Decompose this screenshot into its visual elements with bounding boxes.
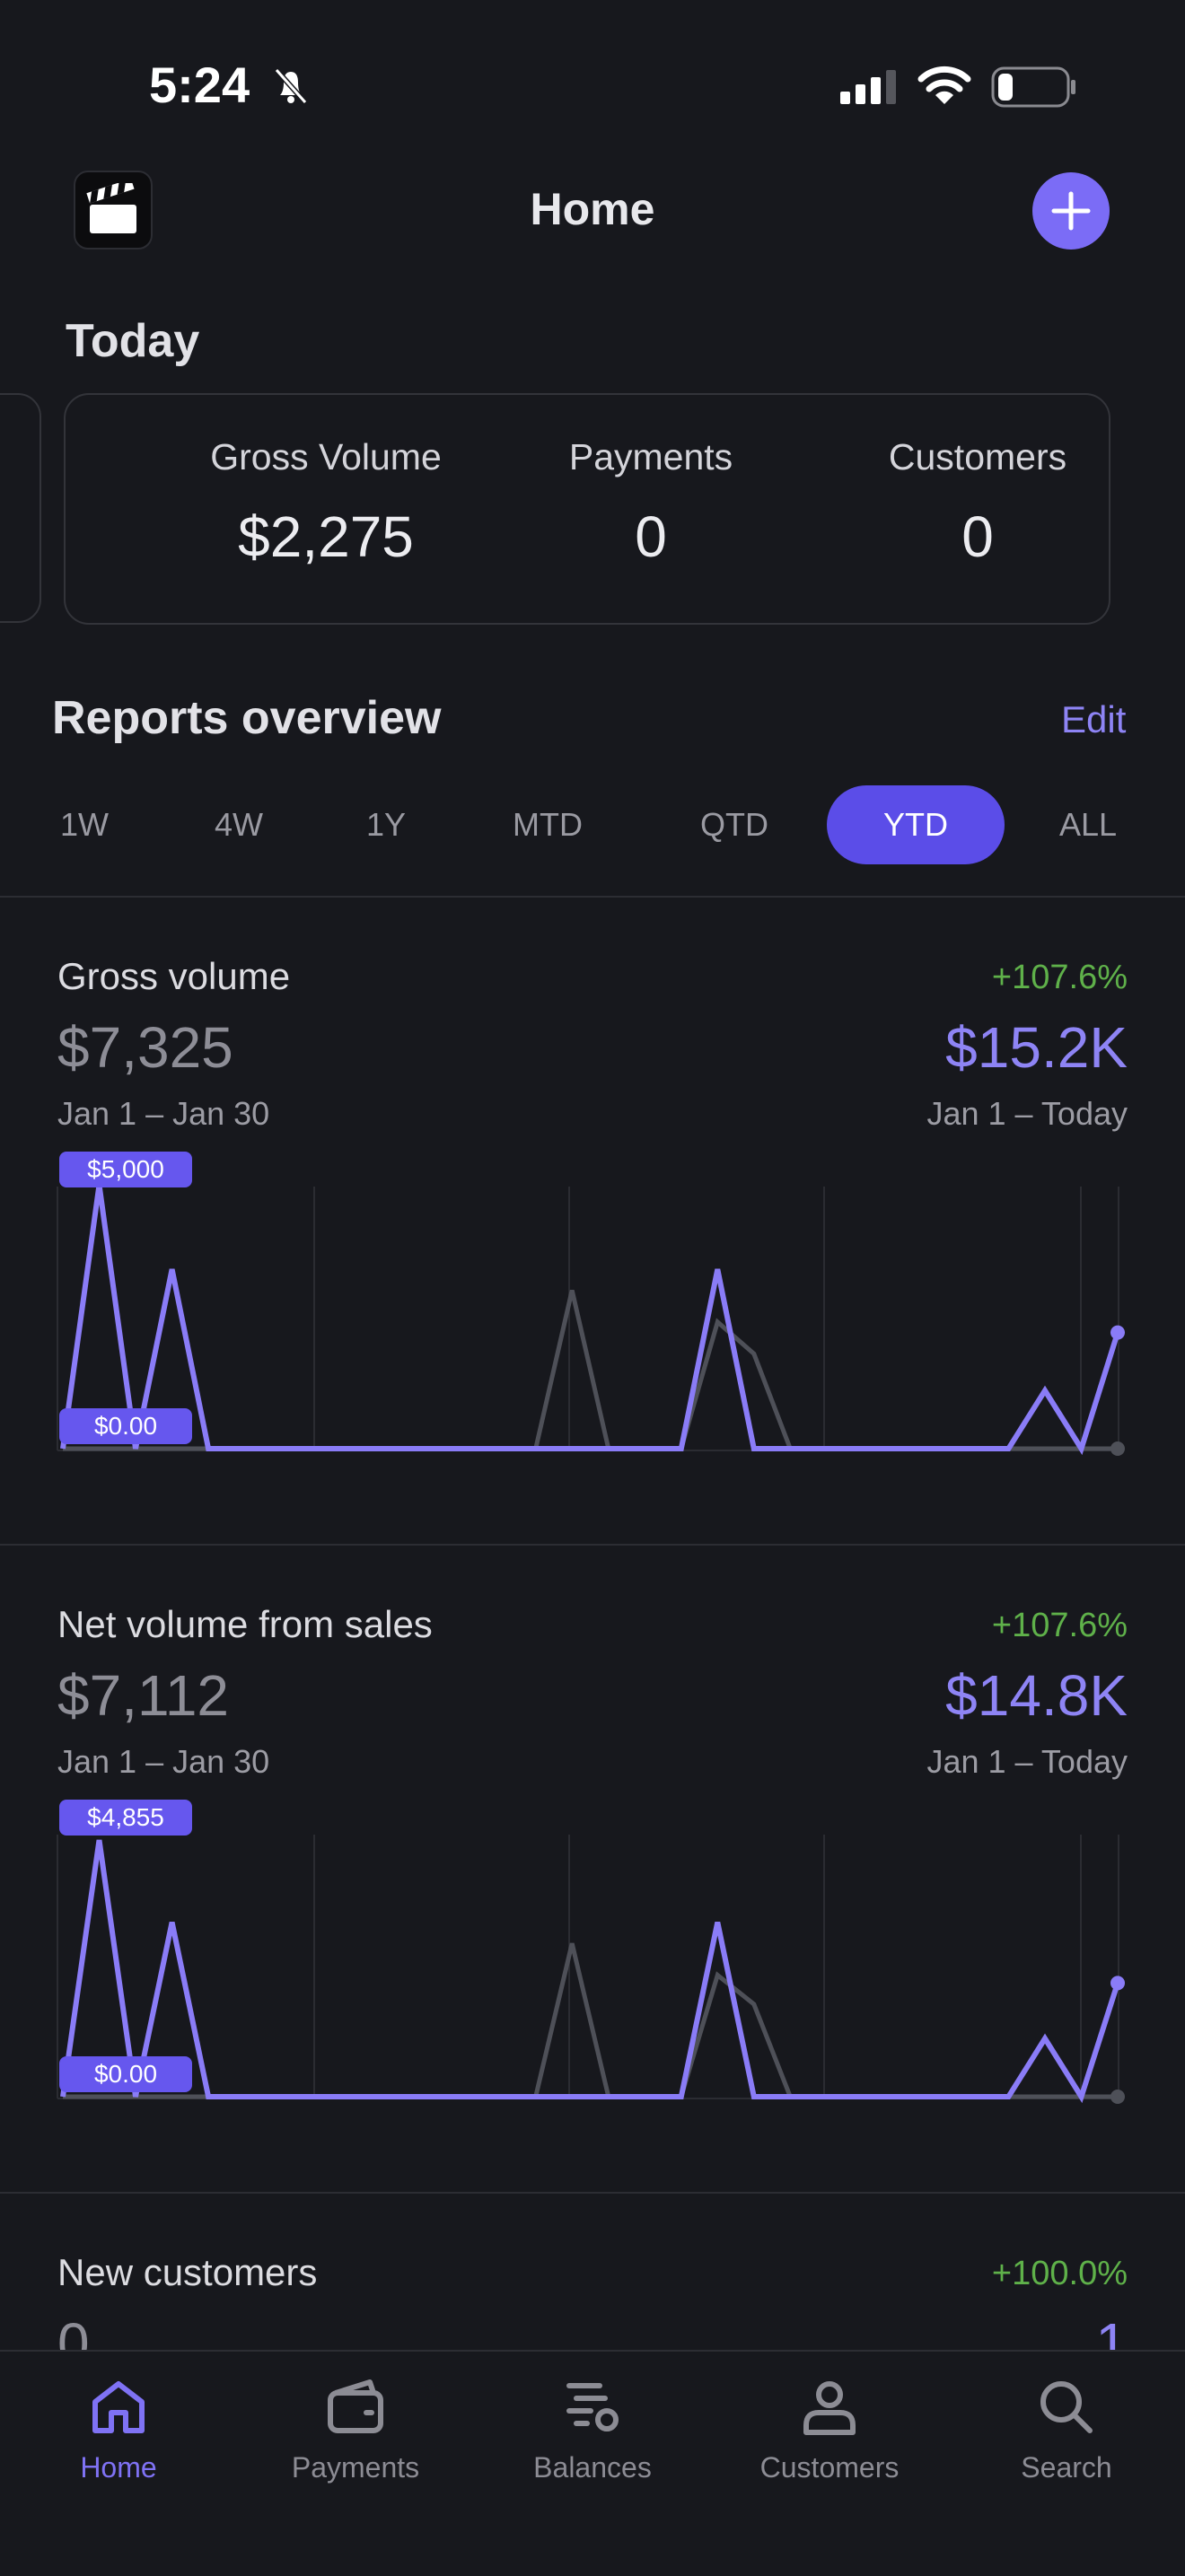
net-volume-current-value: $14.8K: [945, 1663, 1128, 1728]
clapperboard-icon: [86, 183, 136, 233]
gross-volume-chart[interactable]: [0, 1149, 1185, 1472]
new-customers-title: New customers: [57, 2251, 318, 2293]
search-icon: [1040, 2381, 1093, 2433]
previous-card-edge[interactable]: [0, 393, 41, 623]
stat-value: $2,275: [238, 504, 414, 569]
period-1w[interactable]: 1W: [60, 806, 109, 843]
gross-volume-previous-value: $7,325: [57, 1015, 233, 1080]
max-value-tag: $5,000: [59, 1152, 192, 1187]
tab-label: Balances: [533, 2451, 652, 2484]
net-volume-previous-value: $7,112: [57, 1663, 229, 1728]
min-value-tag: $0.00: [59, 2056, 192, 2092]
min-value-tag: $0.00: [59, 1408, 192, 1444]
tab-label: Home: [80, 2451, 157, 2484]
tab-home[interactable]: Home: [0, 2352, 237, 2484]
signal-icon: [840, 70, 896, 104]
today-heading: Today: [66, 315, 200, 367]
plus-icon: [1051, 191, 1091, 231]
previous-period-line: [63, 1290, 1118, 1451]
gross-volume-current-value: $15.2K: [945, 1015, 1128, 1080]
tab-label: Customers: [759, 2451, 900, 2484]
tab-customers[interactable]: Customers: [711, 2352, 948, 2484]
wifi-icon: [917, 66, 971, 104]
period-all[interactable]: ALL: [1058, 806, 1118, 843]
current-end-point: [1110, 1976, 1125, 1991]
divider: [0, 2192, 1185, 2194]
previous-end-point: [1110, 2090, 1125, 2104]
divider: [0, 896, 1185, 898]
tab-bar: Home Payments Balances Customers Sea: [0, 2350, 1185, 2576]
gross-volume-stat: Gross Volume $2,275: [155, 395, 496, 570]
gross-volume-previous-range: Jan 1 – Jan 30: [57, 1095, 270, 1132]
tab-balances[interactable]: Balances: [474, 2352, 711, 2484]
net-volume-change: +107.6%: [991, 1607, 1128, 1644]
add-button[interactable]: [1032, 172, 1110, 250]
gross-volume-change: +107.6%: [991, 959, 1128, 996]
tab-label: Payments: [291, 2451, 420, 2484]
page-title: Home: [530, 184, 655, 234]
stat-value: 0: [635, 504, 667, 569]
gross-volume-current-range: Jan 1 – Today: [926, 1095, 1128, 1132]
current-end-point: [1110, 1325, 1125, 1340]
balances-icon: [566, 2383, 619, 2431]
tab-label: Search: [1021, 2451, 1112, 2484]
payments-stat: Payments 0: [480, 395, 821, 570]
divider: [0, 1544, 1185, 1546]
net-volume-title: Net volume from sales: [57, 1603, 433, 1645]
gross-volume-title: Gross volume: [57, 955, 291, 997]
edit-button[interactable]: Edit: [1061, 698, 1127, 740]
new-customers-change: +100.0%: [991, 2255, 1128, 2292]
previous-period-line: [63, 1942, 1118, 2099]
current-period-line: [60, 1184, 1120, 1456]
tab-payments[interactable]: Payments: [237, 2352, 474, 2484]
home-icon: [92, 2381, 145, 2433]
stat-label: Payments: [568, 436, 733, 478]
customers-stat: Customers 0: [807, 395, 1148, 570]
period-4w[interactable]: 4W: [215, 806, 263, 843]
net-volume-current-range: Jan 1 – Today: [926, 1743, 1128, 1780]
previous-end-point: [1110, 1441, 1125, 1456]
stat-label: Gross Volume: [210, 436, 442, 478]
period-1y[interactable]: 1Y: [365, 806, 407, 843]
max-value-tag: $4,855: [59, 1800, 192, 1836]
period-qtd[interactable]: QTD: [700, 806, 768, 843]
wallet-icon: [328, 2379, 383, 2433]
net-volume-previous-range: Jan 1 – Jan 30: [57, 1743, 270, 1780]
reports-overview-heading: Reports overview: [52, 692, 442, 744]
current-period-line: [60, 1839, 1120, 2104]
bell-slash-icon: [274, 68, 308, 104]
app-icon[interactable]: [74, 171, 153, 250]
tab-search[interactable]: Search: [948, 2352, 1185, 2484]
today-stats-card[interactable]: Gross Volume $2,275 Payments 0 Customers…: [64, 393, 1110, 625]
stat-value: 0: [961, 504, 994, 569]
period-ytd[interactable]: YTD: [827, 785, 1005, 864]
stat-label: Customers: [888, 436, 1067, 478]
person-icon: [803, 2381, 856, 2435]
period-mtd[interactable]: MTD: [513, 806, 583, 843]
status-time: 5:24: [149, 57, 250, 113]
battery-icon: [991, 66, 1075, 108]
net-volume-chart[interactable]: [0, 1797, 1185, 2120]
